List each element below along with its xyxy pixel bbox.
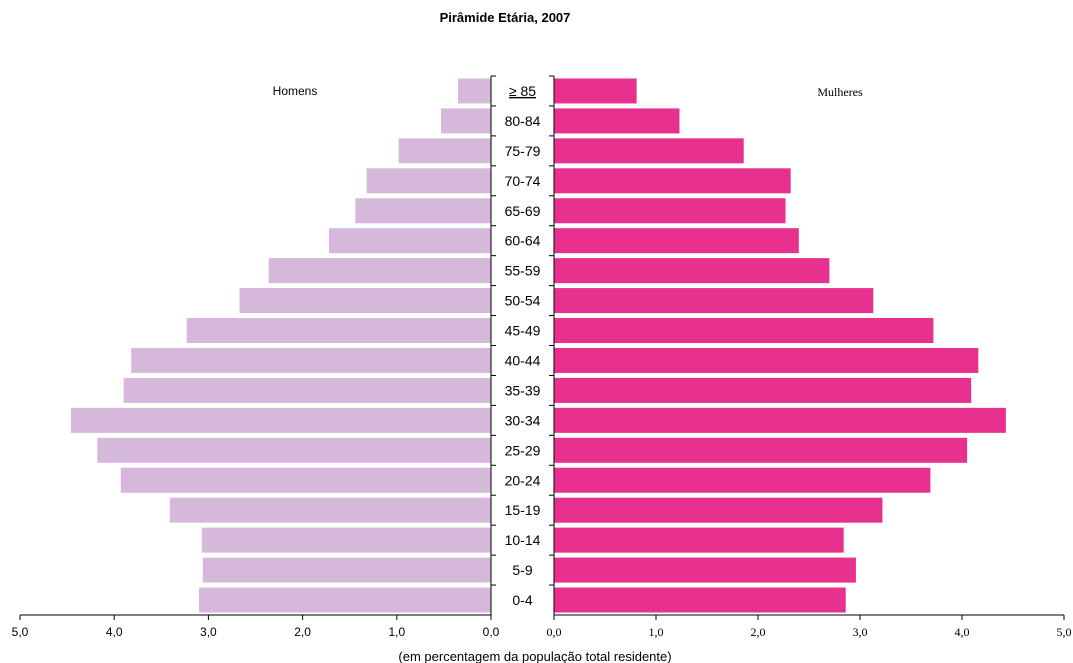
age-group-label-5: 60-64 — [505, 233, 541, 249]
left-tick-label: 0,0 — [483, 625, 500, 639]
left-tick-label: 5,0 — [12, 625, 29, 639]
women-bar-11 — [554, 407, 1006, 433]
age-group-label-12: 25-29 — [505, 442, 541, 458]
men-bar-16 — [202, 557, 492, 583]
tick-labels: 5,0 4,0 3,0 2,0 1,0 0,0 0,0 1,0 2,0 3,0 4,0 5,0 — [12, 625, 1072, 639]
men-bar-17 — [198, 587, 492, 613]
age-group-labels: ≥ 85 80-84 75-79 70-74 65-69 60-64 55-59 50-54 4… — [505, 83, 541, 608]
men-bar-11 — [70, 407, 492, 433]
women-bar-13 — [554, 467, 931, 493]
men-bar-1 — [441, 108, 491, 134]
age-group-label-9: 40-44 — [505, 352, 541, 368]
age-group-label-10: 35-39 — [505, 382, 541, 398]
age-group-label-2: 75-79 — [505, 143, 541, 159]
age-group-label-7: 50-54 — [505, 293, 541, 309]
age-group-label-15: 10-14 — [505, 532, 541, 548]
women-bar-15 — [554, 527, 844, 553]
men-bar-14 — [169, 497, 491, 523]
right-tick-label: 4,0 — [955, 625, 970, 639]
left-tick-label: 4,0 — [106, 625, 123, 639]
men-bar-0 — [458, 78, 491, 104]
age-group-label-1: 80-84 — [505, 113, 541, 129]
women-bar-10 — [554, 377, 972, 403]
men-bars — [70, 78, 492, 613]
women-bar-12 — [554, 437, 968, 463]
axes — [19, 75, 1065, 620]
age-group-label-11: 30-34 — [505, 412, 541, 428]
men-bar-2 — [398, 138, 491, 164]
women-bar-2 — [554, 138, 744, 164]
legend-women-label: Mulheres — [817, 85, 863, 99]
men-bar-7 — [239, 288, 491, 314]
men-bar-15 — [201, 527, 491, 553]
right-tick-label: 5,0 — [1057, 625, 1072, 639]
women-bar-0 — [554, 78, 637, 104]
women-bar-8 — [554, 318, 934, 344]
age-group-label-17: 0-4 — [512, 592, 532, 608]
age-group-label-6: 55-59 — [505, 263, 541, 279]
women-bar-7 — [554, 288, 874, 314]
left-tick-label: 2,0 — [294, 625, 311, 639]
x-axis-label: (em percentagem da população total resid… — [398, 649, 671, 663]
legend-men-label: Homens — [273, 84, 318, 98]
men-bar-3 — [366, 168, 491, 194]
women-bar-14 — [554, 497, 883, 523]
men-bar-5 — [328, 228, 491, 254]
age-group-label-16: 5-9 — [512, 562, 532, 578]
age-group-label-14: 15-19 — [505, 502, 541, 518]
men-bar-9 — [131, 347, 491, 373]
right-tick-label: 3,0 — [853, 625, 868, 639]
men-bar-8 — [186, 318, 491, 344]
men-bar-4 — [355, 198, 491, 224]
women-bar-5 — [554, 228, 799, 254]
age-group-label-13: 20-24 — [505, 472, 541, 488]
women-bar-1 — [554, 108, 680, 134]
women-bar-9 — [554, 347, 979, 373]
men-bar-12 — [97, 437, 491, 463]
men-bar-10 — [123, 377, 492, 403]
age-group-label-4: 65-69 — [505, 203, 541, 219]
men-bar-6 — [268, 258, 491, 284]
chart-title: Pirâmide Etária, 2007 — [440, 10, 571, 25]
men-bar-13 — [120, 467, 491, 493]
women-bar-16 — [554, 557, 856, 583]
age-group-label-3: 70-74 — [505, 173, 541, 189]
women-bars — [554, 78, 1006, 613]
women-bar-6 — [554, 258, 830, 284]
left-tick-label: 3,0 — [200, 625, 217, 639]
left-tick-label: 1,0 — [388, 625, 405, 639]
right-tick-label: 1,0 — [649, 625, 664, 639]
age-group-label-8: 45-49 — [505, 323, 541, 339]
women-bar-4 — [554, 198, 786, 224]
right-tick-label: 2,0 — [751, 625, 766, 639]
women-bar-17 — [554, 587, 846, 613]
women-bar-3 — [554, 168, 791, 194]
age-group-label-0: ≥ 85 — [509, 83, 536, 99]
right-tick-label: 0,0 — [547, 625, 562, 639]
